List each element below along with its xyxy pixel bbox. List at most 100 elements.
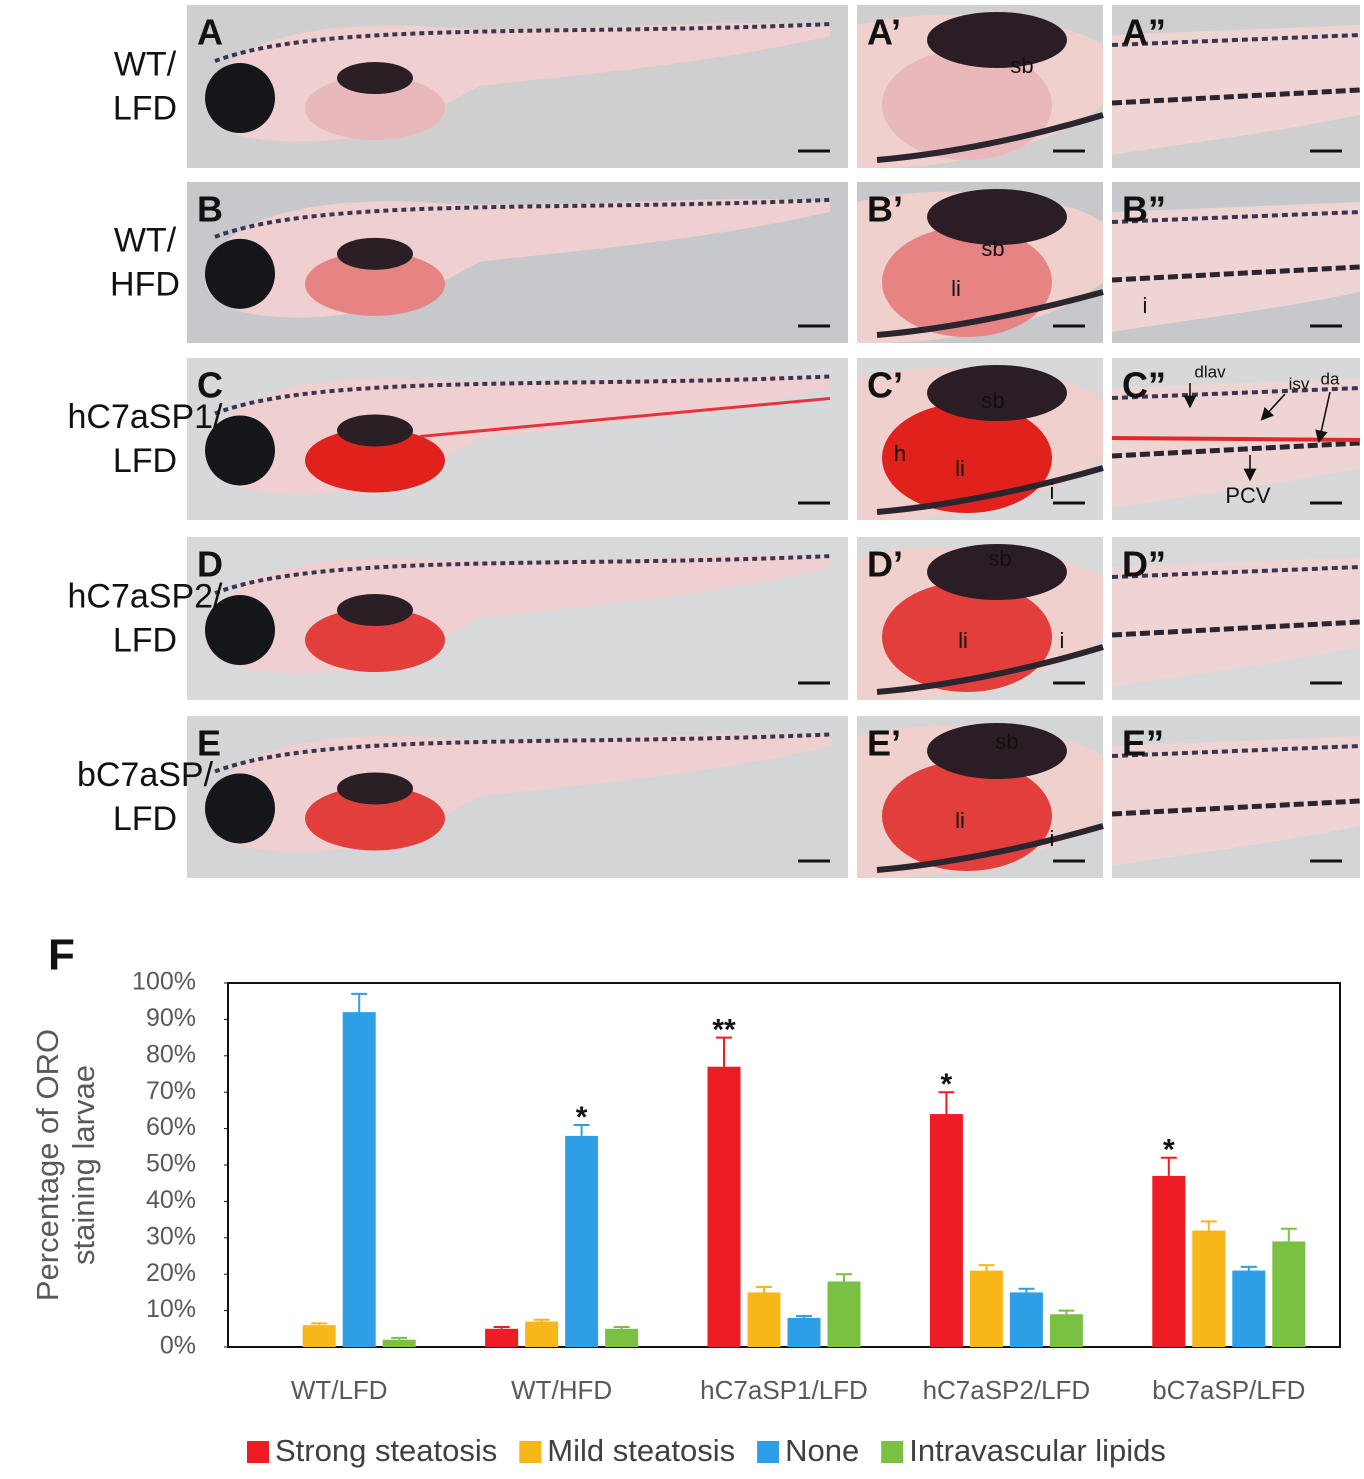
row-label: HFD xyxy=(110,265,180,303)
yolk-liver xyxy=(305,251,445,316)
tail-body xyxy=(1112,378,1360,508)
y-tick-label: 90% xyxy=(146,1004,196,1032)
bar xyxy=(827,1281,861,1347)
panel-letter: C xyxy=(197,365,223,406)
significance: ** xyxy=(712,1014,736,1047)
photo-panel xyxy=(1111,5,1361,168)
tail-body xyxy=(1112,25,1360,155)
eye xyxy=(205,415,275,486)
ventral-edge xyxy=(876,465,1104,515)
row-label: hC7aSP2/ xyxy=(68,577,224,615)
swim-bladder xyxy=(927,544,1067,600)
annotation: PCV xyxy=(1225,483,1271,508)
row-label: WT/ xyxy=(114,45,177,83)
annotation: i xyxy=(1060,628,1065,653)
row-label: LFD xyxy=(113,442,177,480)
yolk-liver xyxy=(305,608,445,673)
annotation: h xyxy=(894,441,906,466)
swim-bladder xyxy=(337,237,413,270)
annotation: isv xyxy=(1289,374,1310,393)
annotation: sb xyxy=(995,729,1018,754)
swim-bladder xyxy=(337,594,413,627)
photo-panel xyxy=(187,537,848,700)
photo-panel xyxy=(187,716,848,878)
y-tick-label: 50% xyxy=(146,1150,196,1178)
swim-bladder xyxy=(927,723,1067,779)
liver xyxy=(882,403,1052,513)
annotation: sb xyxy=(981,388,1004,413)
annotation: i xyxy=(1050,826,1055,851)
photo-panel xyxy=(857,537,1104,700)
ventral-edge xyxy=(876,644,1104,695)
swim-bladder xyxy=(337,772,413,805)
bar xyxy=(1049,1314,1083,1347)
bar xyxy=(485,1328,519,1347)
error-bar xyxy=(978,1264,995,1271)
x-tick-label: hC7aSP2/LFD xyxy=(923,1375,1091,1405)
bar xyxy=(747,1292,781,1347)
y-tick-label: 20% xyxy=(146,1259,196,1287)
yolk-liver xyxy=(305,786,445,851)
panel-letter: A’ xyxy=(867,12,901,53)
annotation: sb xyxy=(981,236,1004,261)
ventral-edge xyxy=(876,112,1104,163)
dorsal-pigment xyxy=(1111,210,1361,224)
legend-swatch xyxy=(519,1441,542,1463)
swim-bladder xyxy=(927,12,1067,68)
ventral-edge xyxy=(876,289,1104,338)
dorsal-pigment xyxy=(1111,33,1361,47)
annotation: i xyxy=(1143,293,1148,318)
x-tick-label: hC7aSP1/LFD xyxy=(700,1375,868,1405)
tail-body xyxy=(1112,202,1360,332)
panel-letter: C’ xyxy=(867,365,903,406)
liver xyxy=(882,582,1052,692)
bar xyxy=(342,1012,376,1347)
legend-label: None xyxy=(785,1433,859,1468)
bar xyxy=(382,1339,416,1347)
row-label: LFD xyxy=(113,800,177,838)
panel-letter: D xyxy=(197,544,223,585)
photo-panel xyxy=(187,5,848,168)
photo-panel xyxy=(857,5,1104,168)
annotation: li xyxy=(958,628,968,653)
dorsal-pigment xyxy=(214,374,831,416)
liver xyxy=(882,761,1052,871)
dorsal-pigment xyxy=(1111,744,1361,758)
bar xyxy=(787,1317,821,1347)
dorsal-pigment xyxy=(1111,565,1361,579)
y-tick-label: 60% xyxy=(146,1113,196,1141)
bar xyxy=(1232,1270,1266,1347)
annotation: li xyxy=(955,456,965,481)
y-tick-label: 10% xyxy=(146,1295,196,1323)
panel-letter: B” xyxy=(1122,189,1166,230)
liver xyxy=(882,50,1052,160)
swim-bladder xyxy=(337,414,413,447)
row-label: bC7aSP/ xyxy=(77,756,214,794)
error-bar xyxy=(351,992,368,1013)
bar xyxy=(969,1270,1003,1347)
panel-letter: E” xyxy=(1122,723,1164,764)
legend-label: Mild steatosis xyxy=(547,1433,735,1468)
eye xyxy=(205,773,275,844)
dorsal-pigment xyxy=(214,22,831,63)
bar xyxy=(525,1321,559,1347)
legend-swatch xyxy=(247,1441,269,1463)
panel-letter: A xyxy=(197,12,223,53)
photo-panel xyxy=(1111,537,1361,700)
y-tick-label: 40% xyxy=(146,1186,196,1214)
y-axis-label: Percentage of ORO xyxy=(30,1029,65,1301)
panel-letter: E xyxy=(197,723,221,764)
annotation: sb xyxy=(1010,53,1033,78)
bar xyxy=(302,1325,336,1347)
bar xyxy=(605,1328,639,1347)
legend-label: Strong steatosis xyxy=(275,1433,497,1468)
eye xyxy=(205,63,275,134)
y-tick-label: 100% xyxy=(132,968,196,996)
error-bar xyxy=(1018,1287,1035,1293)
error-bar xyxy=(756,1285,772,1293)
x-tick-label: bC7aSP/LFD xyxy=(1152,1375,1305,1405)
panel-letter: B xyxy=(197,189,223,230)
error-bar xyxy=(391,1336,408,1340)
legend-swatch xyxy=(881,1441,904,1463)
panel-letter: D’ xyxy=(867,544,903,585)
